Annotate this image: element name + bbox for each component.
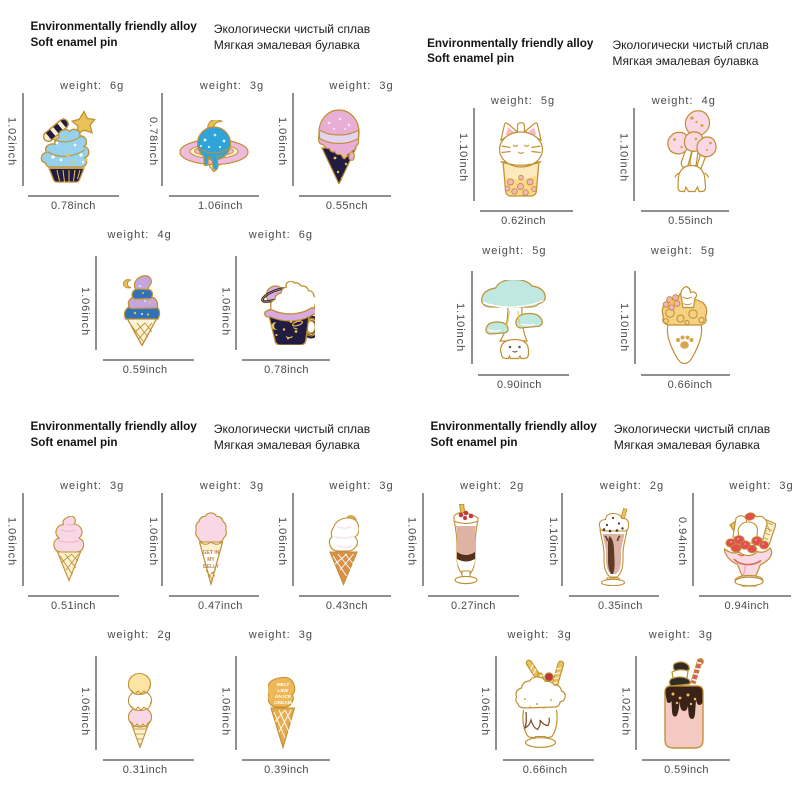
svg-text:MY: MY	[207, 557, 215, 563]
svg-text:MELT: MELT	[277, 682, 290, 688]
svg-text:CREAM: CREAM	[274, 700, 292, 706]
svg-text:BELLY: BELLY	[203, 564, 220, 570]
svg-text:GET IN: GET IN	[203, 550, 220, 556]
svg-text:AN ICE: AN ICE	[275, 694, 292, 700]
svg-text:LIKE: LIKE	[278, 688, 290, 694]
